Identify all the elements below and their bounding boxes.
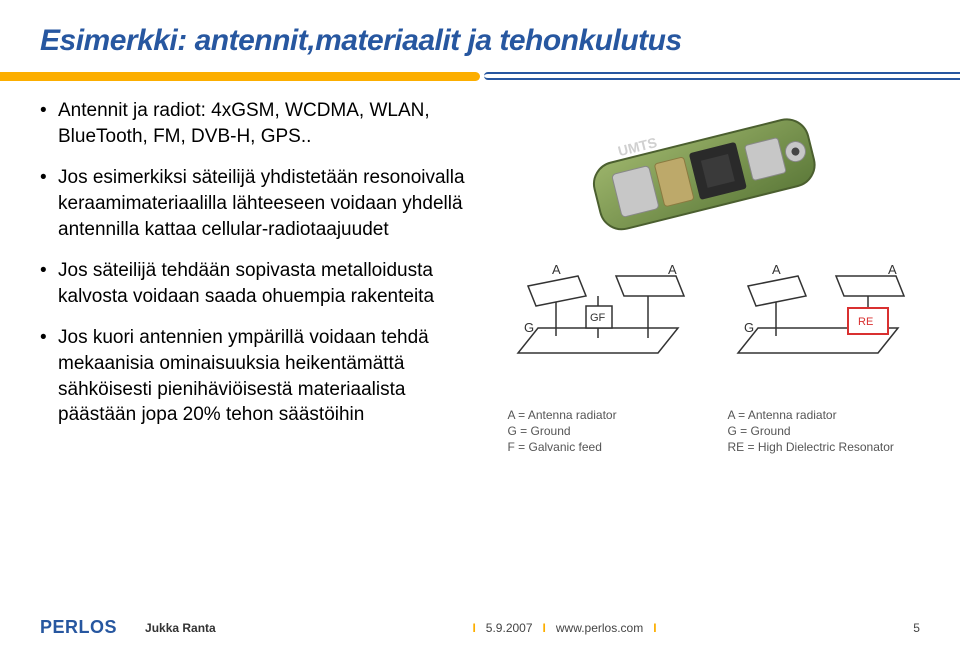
footer-sep: I <box>472 621 475 635</box>
legend-line: G = Ground <box>508 423 698 439</box>
svg-text:G: G <box>524 320 534 335</box>
legend-line: RE = High Dielectric Resonator <box>728 439 918 455</box>
svg-text:GF: GF <box>590 312 606 324</box>
svg-text:A: A <box>668 262 677 277</box>
legend-line: G = Ground <box>728 423 918 439</box>
bullet-item: Jos esimerkiksi säteilijä yhdistetään re… <box>40 165 485 242</box>
legend-line: A = Antenna radiator <box>508 407 698 423</box>
svg-text:A: A <box>772 262 781 277</box>
legend-re: A = Antenna radiator G = Ground RE = Hig… <box>728 407 918 456</box>
schematic-row: A A G GF <box>505 258 920 383</box>
svg-text:A: A <box>888 262 897 277</box>
title-underline <box>0 72 960 81</box>
footer-author: Jukka Ranta <box>145 621 216 635</box>
footer-sep: I <box>543 621 546 635</box>
svg-text:A: A <box>552 262 561 277</box>
schematic-gf: A A G GF <box>508 258 698 383</box>
svg-text:RE: RE <box>858 316 873 328</box>
slide: Esimerkki: antennit,materiaalit ja tehon… <box>0 0 960 650</box>
footer-date: 5.9.2007 <box>486 621 533 635</box>
legend-line: F = Galvanic feed <box>508 439 698 455</box>
bullet-item: Jos kuori antennien ympärillä voidaan te… <box>40 325 485 428</box>
legend-line: A = Antenna radiator <box>728 407 918 423</box>
bullet-list: Antennit ja radiot: 4xGSM, WCDMA, WLAN, … <box>40 98 485 456</box>
bullet-item: Antennit ja radiot: 4xGSM, WCDMA, WLAN, … <box>40 98 485 149</box>
svg-text:G: G <box>744 320 754 335</box>
bullet-item: Jos säteilijä tehdään sopivasta metalloi… <box>40 258 485 309</box>
logo: PERLOS <box>40 617 117 638</box>
legend-gf: A = Antenna radiator G = Ground F = Galv… <box>508 407 698 456</box>
page-title: Esimerkki: antennit,materiaalit ja tehon… <box>40 24 920 58</box>
pcb-icon: UMTS <box>553 98 873 238</box>
diagram-area: UMTS <box>505 98 920 456</box>
content-area: Antennit ja radiot: 4xGSM, WCDMA, WLAN, … <box>40 98 920 456</box>
legend-row: A = Antenna radiator G = Ground F = Galv… <box>505 407 920 456</box>
footer: PERLOS Jukka Ranta I 5.9.2007 I www.perl… <box>40 617 920 638</box>
schematic-re: A A G RE <box>728 258 918 383</box>
footer-page: 5 <box>913 621 920 635</box>
footer-url: www.perlos.com <box>556 621 643 635</box>
device-image: UMTS <box>505 98 920 238</box>
footer-sep: I <box>653 621 656 635</box>
